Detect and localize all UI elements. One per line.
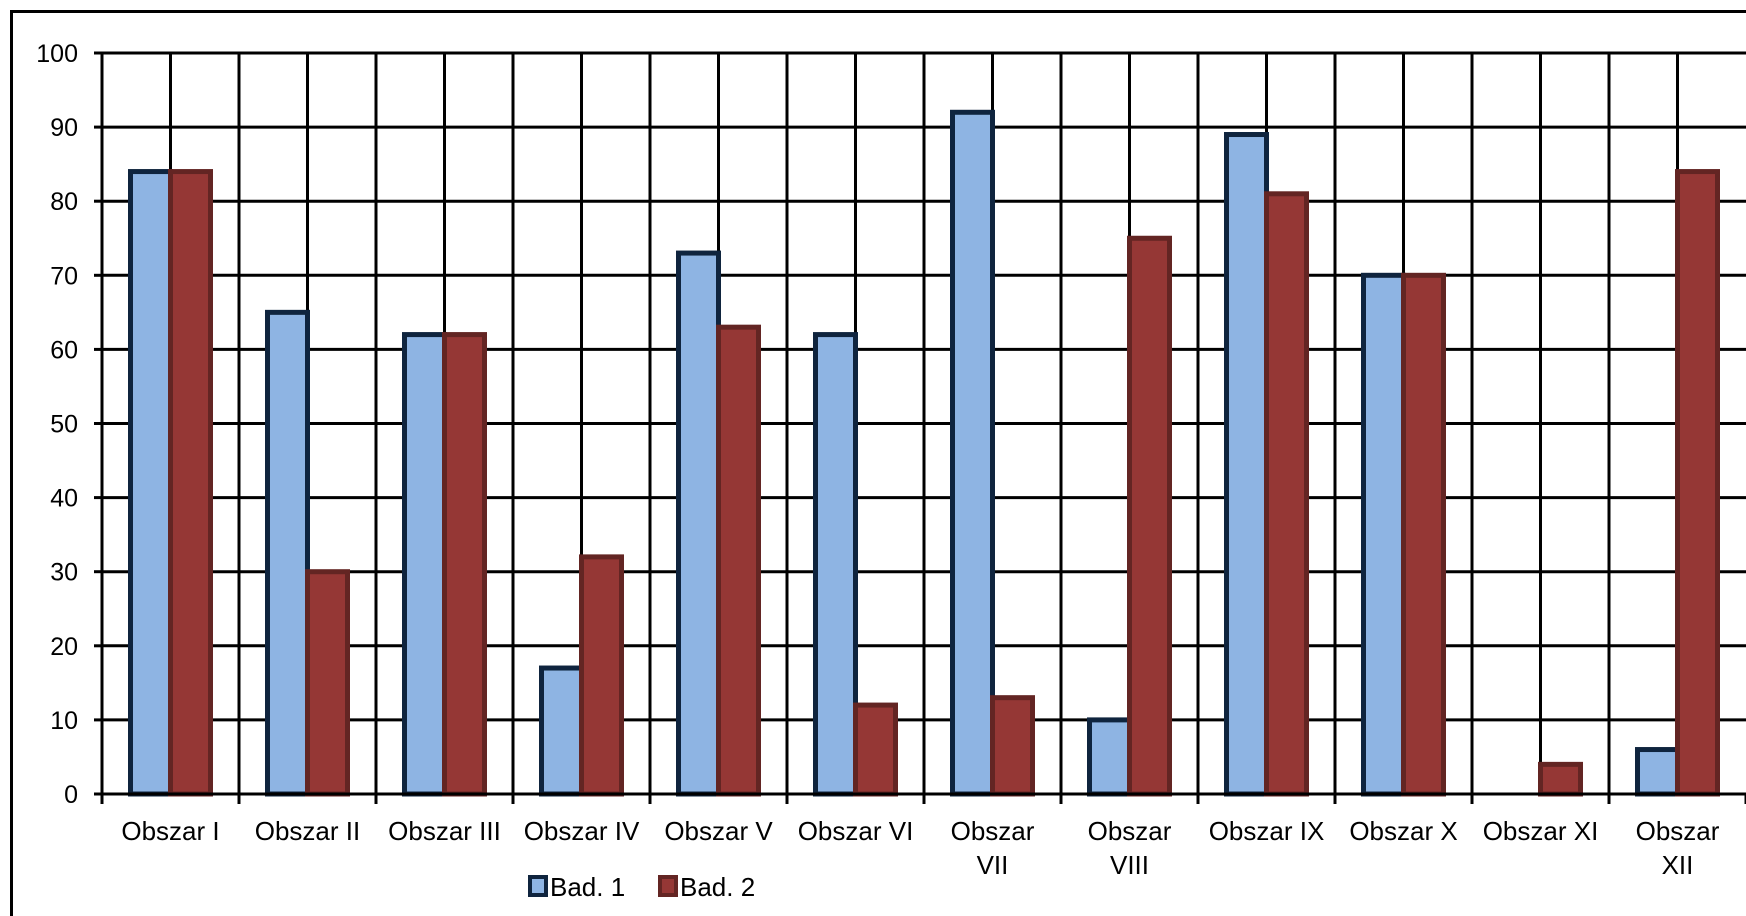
chart-frame: [10, 10, 1746, 916]
y-tick-label: 100: [36, 40, 78, 68]
y-tick-label: 10: [50, 707, 78, 735]
bar-series-2: [990, 695, 1035, 797]
bar-series-1: [1224, 132, 1269, 797]
bar-series-2: [716, 324, 761, 797]
x-tick-label: Obszar VI: [798, 816, 914, 846]
x-tick-label: Obszar X: [1349, 816, 1457, 846]
bar-series-2: [579, 554, 624, 797]
bar-series-1: [265, 309, 310, 797]
bars-layer: [128, 109, 1720, 797]
x-tick-label: Obszar IV: [524, 816, 640, 846]
y-tick-label: 30: [50, 559, 78, 587]
y-tick-label: 80: [50, 188, 78, 216]
bar-series-1: [128, 169, 173, 797]
bar-series-2: [1675, 169, 1720, 797]
x-tick-label: Obszar: [1088, 816, 1172, 846]
bar-series-2: [168, 169, 213, 797]
legend-label-series-2: Bad. 2: [680, 872, 755, 902]
bar-series-1: [402, 332, 447, 797]
x-tick-label: Obszar XI: [1483, 816, 1599, 846]
y-tick-label: 70: [50, 262, 78, 290]
legend-swatch-series-2: [658, 875, 678, 897]
x-tick-label: XII: [1662, 850, 1694, 880]
bar-series-1: [676, 250, 721, 797]
x-tick-label: VIII: [1110, 850, 1149, 880]
y-tick-label: 90: [50, 114, 78, 142]
bar-series-2: [305, 569, 350, 797]
bar-series-2: [1538, 761, 1583, 797]
x-tick-label: Obszar: [1636, 816, 1720, 846]
bar-series-1: [950, 109, 995, 797]
x-tick-label: VII: [977, 850, 1009, 880]
bar-series-2: [1264, 191, 1309, 797]
bar-series-1: [1361, 272, 1406, 797]
axis-layer: 0 10 20 30 40 50 60 70 80 90 100 Obszar I Obszar II O…: [36, 40, 1746, 880]
y-tick-label: 20: [50, 633, 78, 661]
legend-label-series-1: Bad. 1: [550, 872, 625, 902]
bar-series-1: [813, 332, 858, 797]
bar-series-1: [1087, 717, 1132, 797]
y-tick-label: 60: [50, 336, 78, 364]
bar-series-2: [1401, 272, 1446, 797]
x-tick-label: Obszar IX: [1209, 816, 1325, 846]
y-tick-label: 40: [50, 485, 78, 513]
x-tick-label: Obszar V: [664, 816, 773, 846]
y-tick-label: 0: [64, 781, 78, 809]
bar-series-2: [853, 702, 898, 797]
x-tick-label: Obszar: [951, 816, 1035, 846]
bar-series-2: [442, 332, 487, 797]
x-tick-label: Obszar II: [255, 816, 360, 846]
bar-series-1: [1635, 747, 1680, 797]
x-tick-label: Obszar I: [121, 816, 219, 846]
bar-series-1: [539, 665, 584, 797]
chart-legend: Bad. 1 Bad. 2: [528, 872, 755, 902]
y-tick-label: 50: [50, 411, 78, 439]
x-tick-label: Obszar III: [388, 816, 501, 846]
legend-swatch-series-1: [528, 875, 548, 897]
bar-series-2: [1127, 235, 1172, 797]
